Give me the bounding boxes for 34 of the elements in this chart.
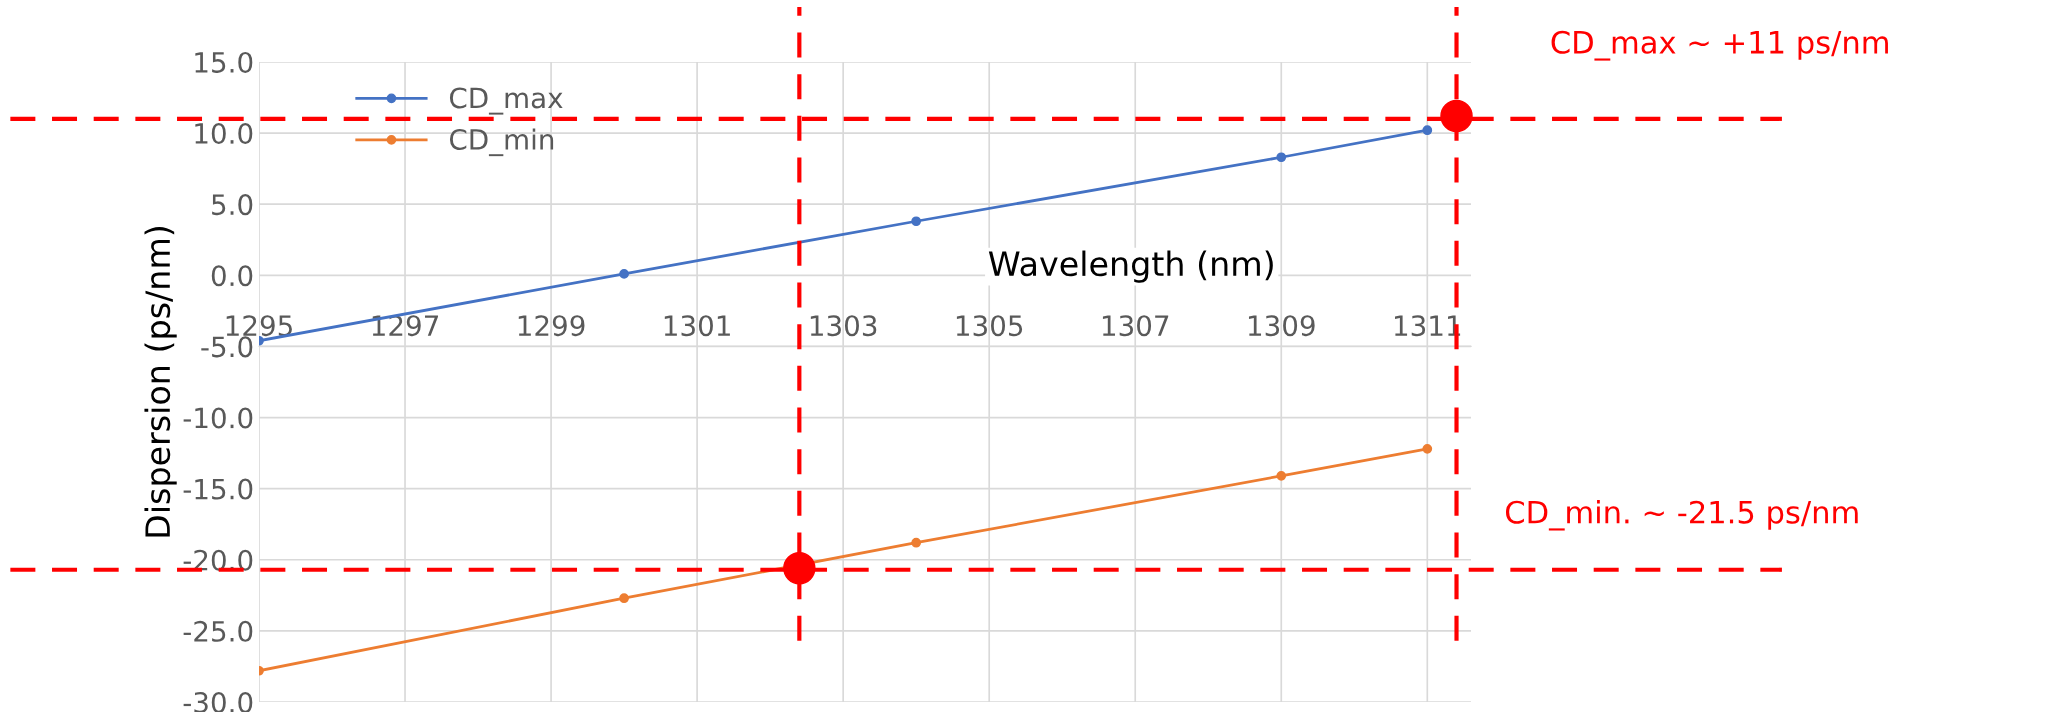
text: CD_max ~ +11 ps/nm: [1551, 30, 1888, 61]
point: [1422, 125, 1433, 136]
point: [1422, 443, 1433, 454]
y-tick-label: 10.0: [195, 123, 253, 145]
y-tick-label: -25.0: [183, 620, 253, 642]
point: [619, 593, 629, 604]
x-tick-label: 1297: [372, 315, 439, 337]
y-axis-title: Dispersion (ps/nm): [144, 226, 177, 537]
point: [1276, 471, 1287, 481]
x-tick-label: 1305: [956, 315, 1023, 337]
point: [1440, 99, 1473, 133]
x-axis-title: Wavelength (nm): [988, 250, 1273, 283]
y-tick-label: 15.0: [195, 51, 253, 73]
x-tick-label: 1303: [810, 315, 877, 337]
legend-label: CD_min: [449, 128, 554, 157]
legend-label: CD_max: [449, 87, 563, 115]
y-tick-label: 5.0: [212, 194, 253, 216]
point: [783, 552, 816, 585]
point: [1276, 152, 1287, 163]
y-tick-label: -15.0: [183, 478, 253, 500]
point: [911, 537, 922, 548]
y-tick-label: -5.0: [201, 336, 253, 358]
y-tick-label: -10.0: [183, 407, 253, 429]
x-tick-label: 1307: [1102, 315, 1169, 337]
y-tick-label: 0.0: [211, 265, 253, 287]
point: [911, 216, 922, 227]
x-tick-label: 1309: [1248, 315, 1315, 337]
x-tick-label: 1311: [1395, 315, 1461, 337]
y-tick-label: -30.0: [183, 691, 253, 712]
x-tick-label: 1299: [518, 315, 585, 337]
text: CD_min. ~ -21.5 ps/nm: [1505, 500, 1858, 531]
point: [619, 269, 629, 279]
x-tick-label: 1295: [226, 315, 292, 337]
x-tick-label: 1301: [664, 315, 730, 337]
